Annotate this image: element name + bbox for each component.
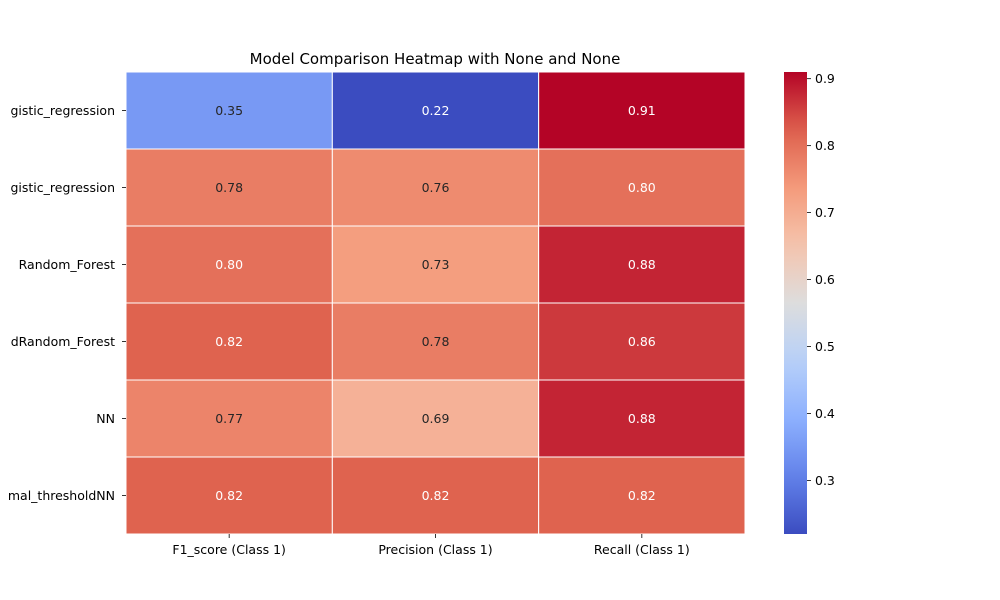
colorbar-tick-label: 0.3 — [815, 473, 835, 488]
heatmap-cell — [538, 302, 746, 381]
heatmap-cell — [331, 148, 540, 227]
heatmap-cell — [331, 225, 540, 304]
cell-value-label: 0.78 — [422, 334, 450, 349]
column-tick-label: Recall (Class 1) — [594, 542, 690, 557]
cell-value-label: 0.80 — [215, 257, 243, 272]
row-tick-label: dRandom_Forest — [11, 334, 115, 349]
cell-value-label: 0.35 — [215, 103, 243, 118]
row-tick-label: Random_Forest — [19, 257, 115, 272]
heatmap-cell — [331, 456, 540, 535]
row-tick-label: gistic_regression — [10, 103, 115, 118]
cell-value-label: 0.73 — [422, 257, 450, 272]
heatmap-cell — [125, 302, 333, 381]
colorbar-tick-label: 0.7 — [815, 205, 835, 220]
row-tick-label: mal_thresholdNN — [8, 488, 115, 503]
heatmap-cell — [538, 148, 746, 227]
cell-value-label: 0.88 — [628, 411, 656, 426]
cell-value-label: 0.22 — [422, 103, 450, 118]
colorbar-tick-label: 0.5 — [815, 339, 835, 354]
heatmap-cells: 0.35 0.22 0.91 0.78 0.76 0.80 0.80 0.73 0.88 0.82… — [125, 71, 746, 535]
heatmap-cell — [125, 148, 333, 227]
heatmap-cell — [538, 456, 746, 535]
colorbar-gradient — [784, 72, 807, 534]
colorbar-tick-label: 0.6 — [815, 272, 835, 287]
row-tick-labels: gistic_regression gistic_regression Random… — [8, 103, 126, 503]
cell-value-label: 0.69 — [422, 411, 450, 426]
colorbar-tick-label: 0.9 — [815, 71, 835, 86]
colorbar: 0.3 0.4 0.5 0.6 0.7 0.8 0.9 — [784, 71, 835, 534]
heatmap-cell — [538, 71, 746, 150]
colorbar-tick-label: 0.8 — [815, 138, 835, 153]
heatmap-cell — [538, 379, 746, 458]
cell-value-label: 0.82 — [628, 488, 656, 503]
heatmap-cell — [331, 71, 540, 150]
cell-value-label: 0.82 — [215, 334, 243, 349]
row-tick-label: gistic_regression — [10, 180, 115, 195]
cell-value-label: 0.80 — [628, 180, 656, 195]
cell-value-label: 0.82 — [215, 488, 243, 503]
cell-value-label: 0.88 — [628, 257, 656, 272]
column-tick-labels: F1_score (Class 1) Precision (Class 1) Rec… — [172, 534, 690, 557]
cell-value-label: 0.86 — [628, 334, 656, 349]
heatmap-cell — [125, 379, 333, 458]
cell-value-label: 0.78 — [215, 180, 243, 195]
cell-value-label: 0.91 — [628, 103, 656, 118]
row-tick-label: NN — [96, 411, 115, 426]
column-tick-label: Precision (Class 1) — [378, 542, 492, 557]
cell-value-label: 0.82 — [422, 488, 450, 503]
colorbar-tick-label: 0.4 — [815, 406, 835, 421]
heatmap-cell — [125, 71, 333, 150]
heatmap-cell — [331, 379, 540, 458]
chart-title: Model Comparison Heatmap with None and N… — [250, 50, 621, 68]
cell-value-label: 0.76 — [422, 180, 450, 195]
column-tick-label: F1_score (Class 1) — [172, 542, 286, 557]
cell-value-label: 0.77 — [215, 411, 243, 426]
